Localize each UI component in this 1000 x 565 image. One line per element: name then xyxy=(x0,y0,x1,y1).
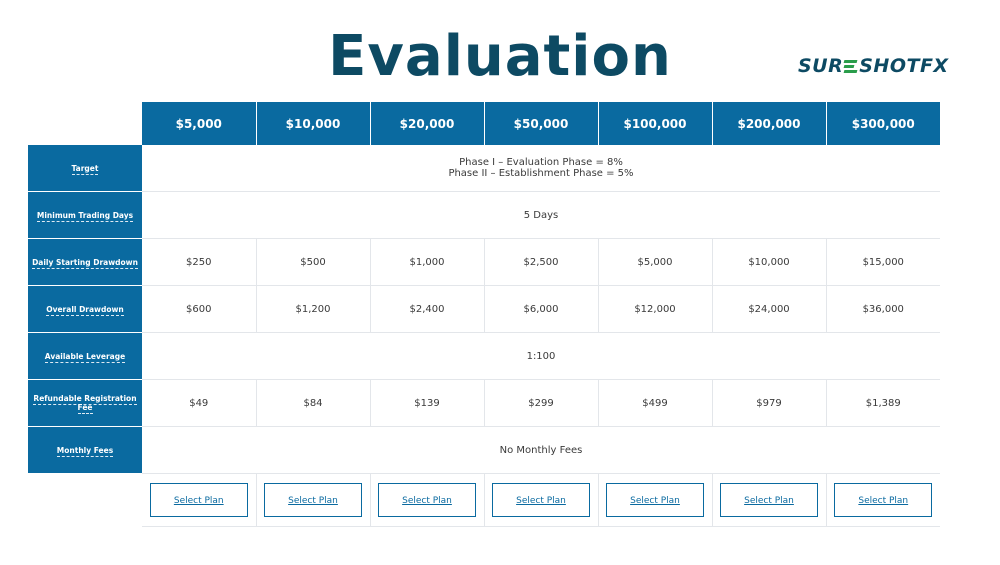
row-label-text: Available Leverage xyxy=(44,351,126,363)
evaluation-table: $5,000 $10,000 $20,000 $50,000 $100,000 … xyxy=(28,102,940,527)
table-cell: $139 xyxy=(370,379,485,427)
column-header-200000: $200,000 xyxy=(712,102,827,145)
table-row-overall-drawdown: Overall Drawdown $600 $1,200 $2,400 $6,0… xyxy=(28,285,940,333)
select-plan-button-300000[interactable]: Select Plan xyxy=(834,483,933,517)
select-cell: Select Plan xyxy=(142,473,257,527)
table-row-target: Target Phase I – Evaluation Phase = 8% P… xyxy=(28,145,940,192)
select-plan-button-20000[interactable]: Select Plan xyxy=(378,483,476,517)
table-cell: $24,000 xyxy=(712,285,827,333)
page-title: Evaluation xyxy=(328,24,672,89)
select-cell: Select Plan xyxy=(370,473,485,527)
monthly-fees-cell: No Monthly Fees xyxy=(142,426,940,474)
table-cell: $299 xyxy=(484,379,599,427)
column-header-10000: $10,000 xyxy=(256,102,371,145)
select-cell: Select Plan xyxy=(598,473,713,527)
table-cell: $499 xyxy=(598,379,713,427)
row-label-monthly-fees[interactable]: Monthly Fees xyxy=(28,426,142,474)
table-row-registration-fee: Refundable Registration Fee $49 $84 $139… xyxy=(28,379,940,427)
table-cell: $10,000 xyxy=(712,238,827,286)
table-cell: $6,000 xyxy=(484,285,599,333)
table-cell: $1,200 xyxy=(256,285,371,333)
table-cell: $84 xyxy=(256,379,371,427)
row-label-daily-drawdown[interactable]: Daily Starting Drawdown xyxy=(28,238,142,286)
logo-prefix: SUR xyxy=(798,55,844,77)
table-cell: $36,000 xyxy=(826,285,940,333)
target-cell: Phase I – Evaluation Phase = 8% Phase II… xyxy=(142,145,940,192)
table-cell: $500 xyxy=(256,238,371,286)
table-cell: $1,000 xyxy=(370,238,485,286)
column-header-50000: $50,000 xyxy=(484,102,599,145)
row-label-leverage[interactable]: Available Leverage xyxy=(28,332,142,380)
table-row-leverage: Available Leverage 1:100 xyxy=(28,332,940,380)
table-cell: $979 xyxy=(712,379,827,427)
table-cell: $600 xyxy=(142,285,257,333)
row-label-min-days[interactable]: Minimum Trading Days xyxy=(28,191,142,239)
leverage-cell: 1:100 xyxy=(142,332,940,380)
table-cell: $15,000 xyxy=(826,238,940,286)
table-cell: $2,500 xyxy=(484,238,599,286)
select-row-blank-cell xyxy=(28,474,142,527)
row-label-text: Daily Starting Drawdown xyxy=(32,257,138,269)
sureshotfx-logo: SUR SHOTFX xyxy=(798,54,949,78)
select-plan-row: Select Plan Select Plan Select Plan Sele… xyxy=(28,473,940,527)
target-phase-1: Phase I – Evaluation Phase = 8% xyxy=(459,157,623,168)
header-blank-cell xyxy=(28,102,142,145)
row-label-text: Monthly Fees xyxy=(56,445,114,457)
row-label-registration-fee[interactable]: Refundable Registration Fee xyxy=(28,379,142,427)
column-header-300000: $300,000 xyxy=(826,102,940,145)
column-header-5000: $5,000 xyxy=(142,102,257,145)
table-header-row: $5,000 $10,000 $20,000 $50,000 $100,000 … xyxy=(28,102,940,145)
logo-suffix: SHOTFX xyxy=(859,55,949,77)
table-cell: $5,000 xyxy=(598,238,713,286)
table-cell: $1,389 xyxy=(826,379,940,427)
row-label-target[interactable]: Target xyxy=(28,145,142,192)
target-phase-2: Phase II – Establishment Phase = 5% xyxy=(448,168,634,179)
select-plan-button-10000[interactable]: Select Plan xyxy=(264,483,362,517)
row-label-text: Target xyxy=(71,163,99,175)
row-label-text: Minimum Trading Days xyxy=(36,210,134,222)
table-cell: $250 xyxy=(142,238,257,286)
table-row-daily-drawdown: Daily Starting Drawdown $250 $500 $1,000… xyxy=(28,238,940,286)
select-cell: Select Plan xyxy=(484,473,599,527)
row-label-overall-drawdown[interactable]: Overall Drawdown xyxy=(28,285,142,333)
column-header-20000: $20,000 xyxy=(370,102,485,145)
select-cell: Select Plan xyxy=(256,473,371,527)
select-plan-button-100000[interactable]: Select Plan xyxy=(606,483,704,517)
table-row-monthly-fees: Monthly Fees No Monthly Fees xyxy=(28,426,940,474)
row-label-text: Refundable Registration Fee xyxy=(33,394,137,414)
logo-bars-icon xyxy=(843,59,858,73)
select-cell: Select Plan xyxy=(712,473,827,527)
table-cell: $2,400 xyxy=(370,285,485,333)
column-header-100000: $100,000 xyxy=(598,102,713,145)
table-cell: $12,000 xyxy=(598,285,713,333)
min-days-cell: 5 Days xyxy=(142,191,940,239)
select-plan-button-50000[interactable]: Select Plan xyxy=(492,483,590,517)
row-label-text: Overall Drawdown xyxy=(46,304,124,316)
table-row-min-days: Minimum Trading Days 5 Days xyxy=(28,191,940,239)
select-plan-button-200000[interactable]: Select Plan xyxy=(720,483,818,517)
select-cell: Select Plan xyxy=(826,473,940,527)
select-plan-button-5000[interactable]: Select Plan xyxy=(149,483,248,517)
table-cell: $49 xyxy=(142,379,257,427)
